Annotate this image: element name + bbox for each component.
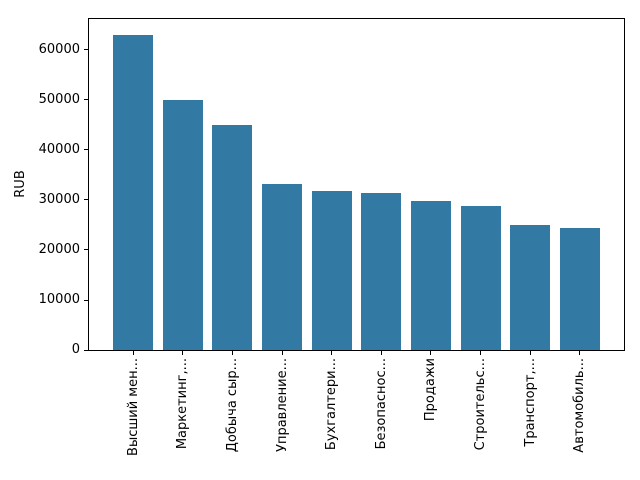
- x-tick-label: Безопаснос...: [373, 358, 389, 450]
- y-tick-mark: [84, 149, 88, 151]
- x-tick-mark: [430, 351, 432, 355]
- bar-5: [361, 192, 402, 350]
- bar-0: [113, 34, 154, 350]
- y-tick-mark: [84, 99, 88, 101]
- x-tick-label: Автомобиль...: [572, 358, 588, 453]
- x-tick-label: Высший мен...: [125, 358, 141, 456]
- y-tick-label: 50000: [38, 91, 80, 107]
- x-tick-mark: [579, 351, 581, 355]
- x-tick-mark: [231, 351, 233, 355]
- y-tick-label: 10000: [38, 292, 80, 307]
- y-tick-mark: [84, 249, 88, 251]
- bar-3: [262, 184, 303, 350]
- y-tick-label: 20000: [38, 241, 80, 257]
- x-tick-mark: [380, 351, 382, 355]
- bar-1: [162, 99, 203, 350]
- x-tick-label: Строительс...: [473, 358, 489, 451]
- x-tick-label: Добыча сыр...: [224, 358, 240, 453]
- y-tick-label: 0: [71, 342, 80, 357]
- y-tick-mark: [84, 299, 88, 301]
- y-tick-label: 60000: [38, 41, 80, 57]
- x-tick-mark: [281, 351, 283, 355]
- x-tick-label: Управление...: [274, 358, 290, 452]
- x-tick-label: Бухгалтери...: [324, 358, 340, 451]
- x-tick-label: Транспорт,...: [522, 358, 538, 447]
- bar-6: [410, 200, 451, 350]
- bar-4: [311, 190, 352, 350]
- y-tick-label: 40000: [38, 141, 80, 157]
- x-tick-mark: [480, 351, 482, 355]
- y-tick-mark: [84, 49, 88, 51]
- x-tick-mark: [529, 351, 531, 355]
- plot-area: [88, 18, 625, 351]
- x-tick-mark: [331, 351, 333, 355]
- bar-7: [460, 206, 501, 350]
- bar-8: [510, 225, 551, 350]
- x-tick-mark: [182, 351, 184, 355]
- x-tick-mark: [132, 351, 134, 355]
- x-tick-label: Продажи: [423, 358, 439, 422]
- bar-2: [212, 124, 253, 350]
- y-tick-mark: [84, 199, 88, 201]
- x-tick-label: Маркетинг,...: [175, 358, 191, 450]
- y-tick-mark: [84, 349, 88, 351]
- y-tick-label: 30000: [38, 191, 80, 207]
- bar-9: [559, 228, 600, 350]
